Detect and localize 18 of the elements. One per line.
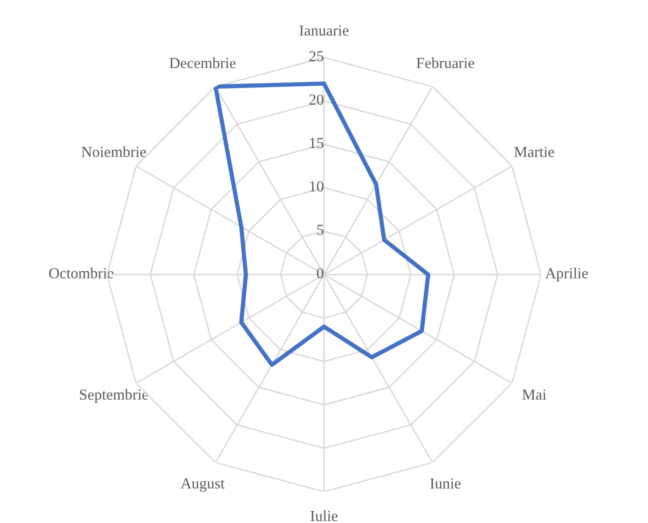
spoke-label: Iunie <box>430 478 461 489</box>
y-tick-label: 0 <box>316 268 324 278</box>
spoke-label: Septembrie <box>80 389 148 403</box>
spoke-label: Noiembrie <box>82 146 146 158</box>
y-tick-label: 20 <box>309 94 324 105</box>
spoke-label: Aprilie <box>545 268 588 282</box>
y-tick-label: 5 <box>317 224 324 235</box>
spoke-label: Iulie <box>310 510 338 522</box>
y-tick-label: 10 <box>310 181 324 192</box>
spoke-label: Martie <box>514 146 554 158</box>
y-tick-label: 25 <box>309 51 324 62</box>
spoke-label: Decembrie <box>170 57 236 68</box>
y-tick-label: 15 <box>310 138 324 148</box>
spoke-label: Februarie <box>416 57 474 68</box>
spoke-label: Mai <box>522 390 546 400</box>
spoke-label: August <box>180 478 225 492</box>
spoke-label: Ianuarie <box>300 25 348 36</box>
spoke-label: Octombrie <box>49 268 114 278</box>
